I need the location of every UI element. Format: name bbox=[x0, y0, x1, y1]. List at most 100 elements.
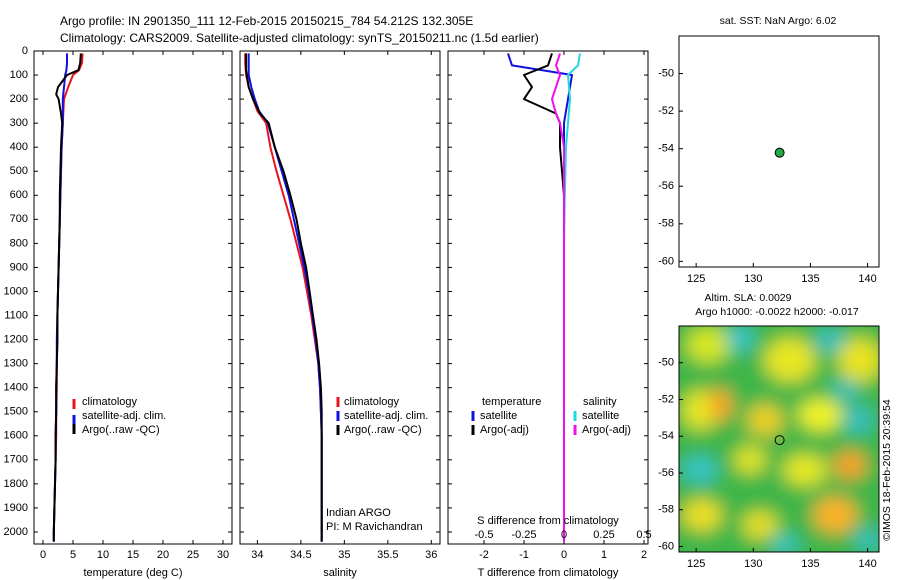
sst-map-markers bbox=[774, 147, 785, 158]
difference-xlabel: T difference from climatology bbox=[478, 567, 619, 579]
lat-tick-label: -56 bbox=[658, 467, 674, 479]
legend-label-climatology: climatology bbox=[82, 396, 138, 408]
legend-label-t-satellite: satellite bbox=[480, 410, 517, 422]
argo-location-marker bbox=[774, 435, 785, 446]
series-line-t-satellite bbox=[507, 53, 573, 542]
salinity-x-ticks: 34 34.5 35 35.5 36 bbox=[251, 51, 437, 561]
temperature-x-ticks: 0 5 10 15 20 25 30 bbox=[40, 51, 229, 561]
depth-tick-label: 0 bbox=[22, 45, 28, 57]
series-line-argo-raw-qc- bbox=[245, 53, 323, 542]
x-tick-label: 10 bbox=[97, 549, 109, 561]
depth-tick-label: 1500 bbox=[4, 406, 28, 418]
sst-map-ticks: 125 130 135 140 -50 -52 -54 -56 -58 -60 bbox=[658, 67, 877, 285]
depth-tick-label: 500 bbox=[10, 165, 28, 177]
difference-legend: temperature satellite Argo(-adj) salinit… bbox=[471, 396, 631, 436]
x-tick-label: 0 bbox=[40, 549, 46, 561]
sla-heatmap bbox=[679, 326, 879, 552]
s-diff-tick-label: 0.25 bbox=[593, 529, 614, 541]
x-tick-label: 20 bbox=[157, 549, 169, 561]
s-diff-tick-label: -0.25 bbox=[511, 529, 536, 541]
temperature-legend: climatology satellite-adj. clim. Argo(..… bbox=[72, 396, 166, 436]
depth-tick-label: 1400 bbox=[4, 382, 28, 394]
series-line-s-satellite bbox=[563, 53, 581, 542]
depth-tick-label: 1600 bbox=[4, 430, 28, 442]
depth-axis-ticks: 0 100 200 300 400 500 600 700 800 900 1000 1100 1200… bbox=[4, 45, 232, 538]
sst-map-axes bbox=[678, 35, 880, 268]
sla-map-title: Altim. SLA: 0.0029 bbox=[705, 292, 792, 304]
difference-series bbox=[507, 53, 581, 542]
lat-tick-label: -60 bbox=[658, 255, 674, 267]
legend-label-argo: Argo(..raw -QC) bbox=[344, 424, 422, 436]
salinity-legend: climatology satellite-adj. clim. Argo(..… bbox=[336, 396, 428, 436]
lat-tick-label: -50 bbox=[658, 357, 674, 369]
lat-tick-label: -50 bbox=[658, 67, 674, 79]
x-tick-label: -1 bbox=[519, 549, 529, 561]
depth-tick-label: 100 bbox=[10, 69, 28, 81]
salinity-xlabel: salinity bbox=[323, 567, 357, 579]
x-tick-label: 34.5 bbox=[290, 549, 311, 561]
s-diff-tick-label: 0 bbox=[561, 529, 567, 541]
salinity-difference-ticks: -0.5 -0.25 0 0.25 0.5 bbox=[475, 529, 652, 541]
title-line-1: Argo profile: IN 2901350_111 12-Feb-2015… bbox=[60, 14, 473, 28]
lon-tick-label: 125 bbox=[687, 558, 705, 570]
temperature-xlabel: temperature (deg C) bbox=[83, 567, 182, 579]
lon-tick-label: 130 bbox=[744, 558, 762, 570]
x-tick-label: 30 bbox=[217, 549, 229, 561]
depth-tick-label: 1200 bbox=[4, 333, 28, 345]
legend-label-s-satellite: satellite bbox=[582, 410, 619, 422]
legend-label-t-argo: Argo(-adj) bbox=[480, 424, 529, 436]
x-tick-label: 1 bbox=[601, 549, 607, 561]
salinity-axes bbox=[239, 50, 441, 545]
lon-tick-label: 140 bbox=[858, 558, 876, 570]
lon-tick-label: 135 bbox=[801, 558, 819, 570]
lat-tick-label: -54 bbox=[658, 430, 674, 442]
series-line-s-argo-adj- bbox=[551, 53, 565, 542]
salinity-annotation-line-1: Indian ARGO bbox=[326, 507, 391, 519]
sst-map-title: sat. SST: NaN Argo: 6.02 bbox=[720, 15, 837, 27]
x-tick-label: 35.5 bbox=[377, 549, 398, 561]
lat-tick-label: -58 bbox=[658, 504, 674, 516]
sla-map-panel: Altim. SLA: 0.0029 Argo h1000: -0.0022 h… bbox=[658, 292, 880, 570]
sla-map-ticks: 125 130 135 140 -50 -52 -54 -56 -58 -60 bbox=[658, 357, 877, 570]
difference-y-ticks bbox=[448, 50, 648, 533]
salinity-panel: 34 34.5 35 35.5 36 climatology satellite-adj… bbox=[239, 50, 441, 579]
depth-tick-label: 1900 bbox=[4, 502, 28, 514]
lat-tick-label: -54 bbox=[658, 143, 674, 155]
s-diff-tick-label: 0.5 bbox=[636, 529, 651, 541]
lon-tick-label: 140 bbox=[858, 273, 876, 285]
depth-tick-label: 900 bbox=[10, 261, 28, 273]
x-tick-label: 35 bbox=[338, 549, 350, 561]
difference-axes bbox=[447, 50, 649, 545]
depth-tick-label: 700 bbox=[10, 213, 28, 225]
depth-tick-label: 400 bbox=[10, 141, 28, 153]
legend-label-s-argo: Argo(-adj) bbox=[582, 424, 631, 436]
sst-map-panel: sat. SST: NaN Argo: 6.02 125 130 135 140 -50… bbox=[658, 15, 880, 285]
lat-tick-label: -58 bbox=[658, 218, 674, 230]
difference-panel: -2 -1 0 1 2 temperature satellite Argo(-adj)… bbox=[447, 50, 652, 579]
sla-map-markers bbox=[774, 435, 785, 446]
imos-timestamp: ©IMOS 18-Feb-2015 20:39:54 bbox=[881, 399, 893, 541]
depth-tick-label: 600 bbox=[10, 189, 28, 201]
lat-tick-label: -56 bbox=[658, 180, 674, 192]
legend-label-satellite: satellite-adj. clim. bbox=[82, 410, 166, 422]
depth-tick-label: 1100 bbox=[4, 309, 28, 321]
legend-title-temperature: temperature bbox=[482, 396, 541, 408]
lon-tick-label: 125 bbox=[687, 273, 705, 285]
depth-tick-label: 1000 bbox=[4, 285, 28, 297]
x-tick-label: 2 bbox=[641, 549, 647, 561]
salinity-y-ticks bbox=[240, 50, 440, 533]
salinity-annotation-line-2: PI: M Ravichandran bbox=[326, 521, 423, 533]
x-tick-label: 5 bbox=[70, 549, 76, 561]
depth-tick-label: 1700 bbox=[4, 454, 28, 466]
s-diff-tick-label: -0.5 bbox=[475, 529, 494, 541]
difference-x-ticks: -2 -1 0 1 2 bbox=[479, 51, 647, 561]
salinity-series bbox=[244, 53, 323, 542]
title-line-2: Climatology: CARS2009. Satellite-adjuste… bbox=[60, 31, 539, 45]
lon-tick-label: 130 bbox=[744, 273, 762, 285]
depth-tick-label: 1300 bbox=[4, 358, 28, 370]
legend-title-salinity: salinity bbox=[583, 396, 617, 408]
x-tick-label: -2 bbox=[479, 549, 489, 561]
legend-label-satellite: satellite-adj. clim. bbox=[344, 410, 428, 422]
sla-heatmap-field bbox=[679, 326, 879, 552]
